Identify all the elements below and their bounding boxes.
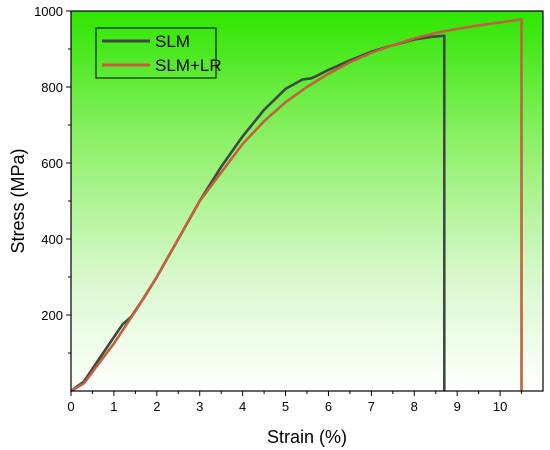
y-tick-label: 1000 xyxy=(34,4,63,19)
x-tick-label: 2 xyxy=(153,399,160,414)
x-axis-title: Strain (%) xyxy=(267,427,347,447)
x-tick-label: 8 xyxy=(411,399,418,414)
y-axis-title: Stress (MPa) xyxy=(8,148,28,253)
y-tick-label: 400 xyxy=(41,232,63,247)
x-tick-label: 7 xyxy=(368,399,375,414)
axis-layer: 0 1 2 3 4 5 6 7 8 9 10 200 400 600 800 1000 xyxy=(34,4,523,414)
y-tick-label: 800 xyxy=(41,80,63,95)
x-tick-label: 4 xyxy=(239,399,246,414)
x-tick-label: 0 xyxy=(67,399,74,414)
x-tick-label: 9 xyxy=(454,399,461,414)
legend-label-slm: SLM xyxy=(155,32,190,51)
series-layer xyxy=(70,18,523,393)
x-tick-label: 5 xyxy=(282,399,289,414)
x-tick-label: 10 xyxy=(493,399,507,414)
plot-background xyxy=(71,11,543,391)
y-tick-label: 200 xyxy=(41,308,63,323)
x-tick-label: 6 xyxy=(325,399,332,414)
legend: SLM SLM+LR xyxy=(95,27,222,79)
legend-box xyxy=(95,27,217,79)
series-line-slm-lr xyxy=(70,18,523,393)
x-tick-label: 3 xyxy=(196,399,203,414)
x-tick-label: 1 xyxy=(110,399,117,414)
y-tick-label: 600 xyxy=(41,156,63,171)
legend-label-slm-lr: SLM+LR xyxy=(155,56,222,75)
